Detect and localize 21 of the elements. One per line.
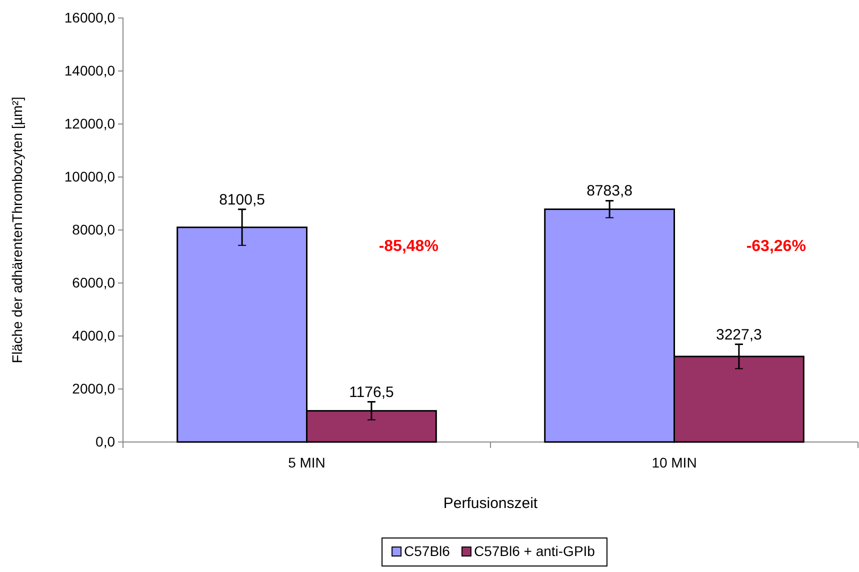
y-tick-label: 14000,0 (64, 62, 116, 78)
legend-label: C57Bl6 (404, 543, 450, 559)
data-label: 1176,5 (349, 384, 394, 401)
data-label: 3227,3 (716, 326, 762, 344)
x-tick-label: 5 MIN (288, 454, 326, 470)
annotation: -63,26% (746, 238, 806, 256)
data-label: 8100,5 (219, 191, 265, 208)
y-tick-label: 2000,0 (72, 380, 116, 396)
y-tick-label: 10000,0 (64, 168, 116, 184)
y-tick-label: 6000,0 (72, 274, 116, 290)
y-tick-label: 8000,0 (72, 221, 116, 238)
y-tick-label: 4000,0 (72, 327, 116, 344)
data-label: 8783,8 (586, 182, 632, 200)
annotation: -85,48% (378, 238, 438, 256)
y-tick-label: 0,0 (96, 433, 116, 450)
y-axis-title: Fläche der adhärentenThrombozyten [µm²] (9, 96, 25, 364)
y-tick-label: 12000,0 (64, 115, 116, 132)
x-axis-title: Perfusionszeit (443, 495, 538, 512)
x-tick-label: 10 MIN (652, 454, 697, 470)
legend-label: C57Bl6 + anti-GPIb (474, 543, 596, 559)
y-tick-label: 16000,0 (64, 9, 116, 26)
